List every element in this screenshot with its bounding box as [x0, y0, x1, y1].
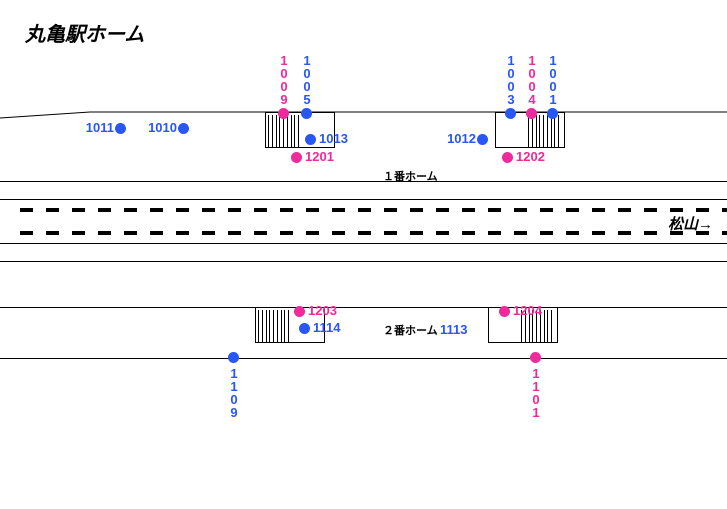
- station-point: [499, 306, 510, 317]
- point-label: 1201: [305, 149, 334, 164]
- point-label: 1011: [86, 120, 114, 135]
- point-label-vertical: 1001: [547, 54, 559, 106]
- point-label-vertical: 1005: [301, 54, 313, 106]
- rail-dashed-line: [0, 208, 727, 212]
- point-label: 1013: [319, 131, 348, 146]
- track-line: [0, 261, 727, 262]
- track-line: [0, 358, 727, 359]
- station-point: [502, 152, 513, 163]
- point-label: 1203: [308, 303, 337, 318]
- track-line: [0, 243, 727, 244]
- platform-label: １番ホーム: [383, 168, 438, 184]
- point-label: 1204: [513, 303, 542, 318]
- point-label-vertical: 1009: [278, 54, 290, 106]
- stair-hatch: [258, 310, 292, 342]
- point-label-vertical: 1004: [526, 54, 538, 106]
- track-line: [0, 105, 727, 119]
- point-label-vertical: 1101: [530, 367, 542, 419]
- station-point: [547, 108, 558, 119]
- station-point: [115, 123, 126, 134]
- station-point: [278, 108, 289, 119]
- station-point: [178, 123, 189, 134]
- station-point: [505, 108, 516, 119]
- point-label: 1010: [148, 120, 177, 135]
- station-point: [291, 152, 302, 163]
- point-label-vertical: 1109: [228, 367, 240, 419]
- track-line: [0, 181, 727, 182]
- point-label: 1114: [313, 320, 341, 335]
- direction-label: 松山→: [668, 213, 713, 234]
- station-point: [477, 134, 488, 145]
- rail-dashed-line: [0, 231, 727, 235]
- point-label: 1113: [440, 322, 468, 337]
- diagram-title: 丸亀駅ホーム: [25, 18, 144, 47]
- point-label: 1202: [516, 149, 545, 164]
- station-point: [294, 306, 305, 317]
- station-point: [530, 352, 541, 363]
- stair-hatch: [528, 115, 562, 147]
- station-point: [299, 323, 310, 334]
- point-label-vertical: 1003: [505, 54, 517, 106]
- station-point: [305, 134, 316, 145]
- track-line: [0, 307, 727, 308]
- point-label: 1012: [447, 131, 476, 146]
- track-line: [0, 199, 727, 200]
- stair-hatch: [268, 115, 302, 147]
- station-point: [526, 108, 537, 119]
- station-point: [301, 108, 312, 119]
- station-point: [228, 352, 239, 363]
- platform-label: ２番ホーム: [383, 322, 438, 338]
